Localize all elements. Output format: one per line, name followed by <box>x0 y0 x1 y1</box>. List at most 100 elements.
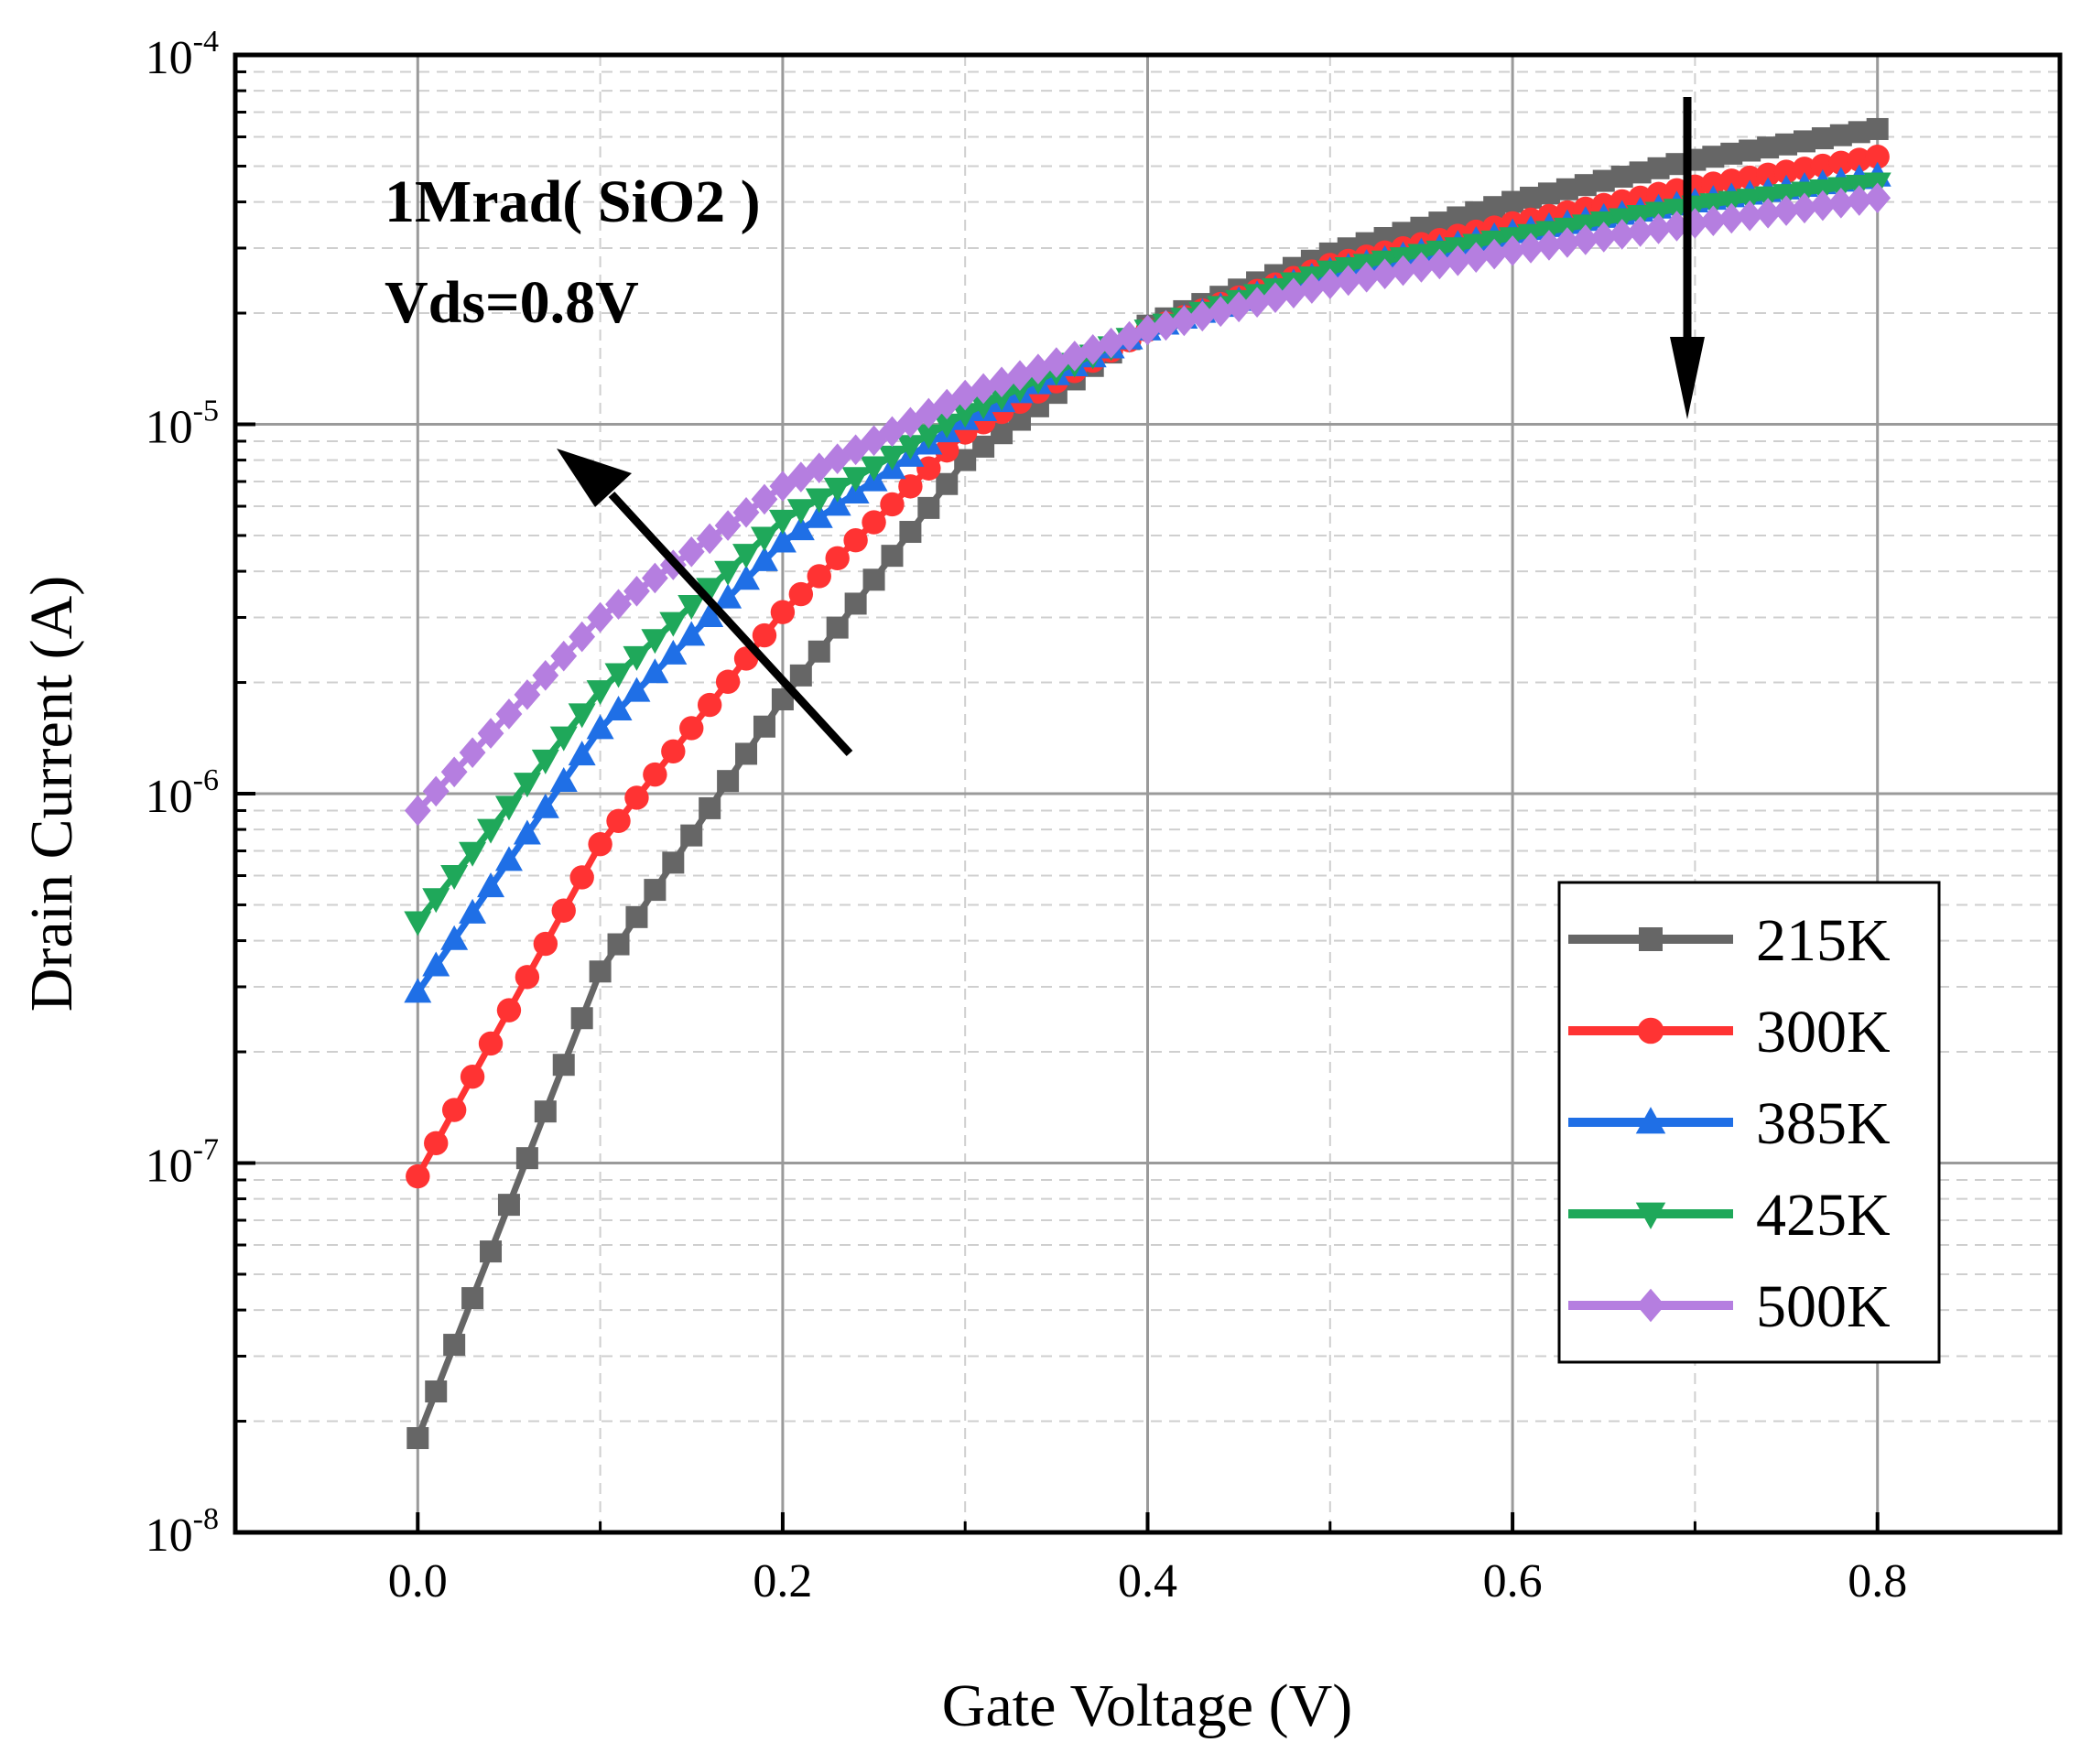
data-point-300K <box>898 474 923 499</box>
data-point-500K <box>1079 334 1107 365</box>
data-point-425K <box>677 594 706 620</box>
data-point-300K <box>807 564 831 589</box>
data-point-215K <box>425 1380 448 1403</box>
data-point-300K <box>679 716 704 741</box>
data-point-385K <box>714 583 742 609</box>
data-point-500K <box>1554 227 1581 258</box>
data-point-300K <box>825 546 850 571</box>
data-point-500K <box>1480 238 1508 270</box>
data-point-215K <box>954 449 977 471</box>
data-point-500K <box>1609 219 1636 250</box>
data-point-425K <box>586 680 614 706</box>
data-point-215K <box>461 1287 484 1310</box>
data-point-300K <box>441 1098 467 1122</box>
data-point-425K <box>404 911 432 936</box>
data-point-425K <box>422 888 450 914</box>
data-point-500K <box>1864 182 1891 214</box>
data-point-500K <box>1682 208 1708 239</box>
legend: 215K 300K 385K 425K 500K <box>1557 881 1941 1364</box>
data-point-300K <box>515 965 540 990</box>
data-point-500K <box>532 659 559 691</box>
data-point-215K <box>625 905 648 928</box>
data-point-300K <box>496 998 522 1023</box>
data-point-300K <box>478 1031 504 1056</box>
data-point-425K <box>568 703 596 729</box>
data-point-385K <box>823 491 851 516</box>
data-point-500K <box>1262 282 1289 314</box>
y-axis-title: Drain Current (A) <box>18 576 85 1012</box>
data-point-385K <box>586 714 614 740</box>
legend-item-500K: 500K <box>1568 1273 1891 1340</box>
data-point-500K <box>623 576 650 607</box>
data-point-215K <box>917 496 940 519</box>
data-point-500K <box>951 379 979 411</box>
data-point-425K <box>988 386 1016 412</box>
y-tick-label: 10-8 <box>146 1502 219 1562</box>
data-point-425K <box>970 395 998 420</box>
data-point-385K <box>477 872 505 898</box>
data-point-500K <box>1390 254 1416 287</box>
data-point-215K <box>735 742 758 765</box>
data-point-300K <box>880 492 905 517</box>
data-point-500K <box>1280 277 1307 308</box>
data-point-300K <box>624 785 649 810</box>
data-point-500K <box>1098 327 1125 359</box>
data-point-215K <box>699 796 721 819</box>
data-point-215K <box>936 472 959 495</box>
data-point-500K <box>495 698 523 730</box>
data-point-500K <box>1225 291 1252 323</box>
data-point-300K <box>1701 171 1726 196</box>
data-point-425K <box>915 424 943 449</box>
data-point-500K <box>1754 198 1782 229</box>
x-tick-label: 0.8 <box>1848 1555 1907 1607</box>
legend-marker <box>1639 927 1663 951</box>
x-tick-label: 0.2 <box>753 1555 812 1607</box>
data-point-425K <box>841 467 870 492</box>
data-point-425K <box>750 526 778 552</box>
data-point-300K <box>1828 150 1854 175</box>
data-point-500K <box>569 621 596 653</box>
data-point-215K <box>552 1054 575 1077</box>
data-point-425K <box>659 611 688 637</box>
data-point-425K <box>494 795 523 821</box>
y-tick-label: 10-7 <box>146 1133 219 1193</box>
data-point-300K <box>1792 157 1817 181</box>
series-500K <box>404 182 1891 827</box>
data-point-385K <box>659 639 688 665</box>
data-point-500K <box>641 562 668 594</box>
data-point-385K <box>513 819 541 845</box>
data-point-500K <box>1718 202 1745 234</box>
data-point-215K <box>807 640 830 663</box>
data-point-425K <box>714 560 742 586</box>
data-point-500K <box>1627 216 1654 247</box>
data-point-215K <box>570 1007 593 1030</box>
data-point-385K <box>750 546 778 571</box>
data-point-215K <box>607 933 630 956</box>
data-point-215K <box>644 879 667 902</box>
data-point-300K <box>752 622 777 648</box>
data-point-300K <box>606 808 631 834</box>
data-point-300K <box>588 831 612 857</box>
data-point-300K <box>1773 159 1799 184</box>
data-point-500K <box>1024 353 1052 384</box>
data-point-500K <box>587 601 613 633</box>
data-point-385K <box>696 602 724 628</box>
data-point-215K <box>844 592 867 615</box>
data-point-500K <box>1846 185 1873 216</box>
data-point-500K <box>1134 314 1161 346</box>
legend-label: 215K <box>1756 907 1891 974</box>
data-point-500K <box>1170 305 1198 337</box>
data-point-215K <box>443 1334 466 1357</box>
data-point-300K <box>1719 168 1744 193</box>
y-tick-label: 10-5 <box>146 395 219 454</box>
x-tick-label: 0.0 <box>388 1555 448 1607</box>
data-point-500K <box>1462 242 1490 273</box>
data-point-385K <box>805 503 833 528</box>
data-point-500K <box>677 536 705 568</box>
data-point-500K <box>988 366 1015 398</box>
legend-marker <box>1635 1202 1666 1229</box>
data-point-300K <box>406 1163 430 1189</box>
data-point-215K <box>899 521 922 544</box>
data-point-215K <box>753 715 775 738</box>
data-point-500K <box>1335 265 1362 297</box>
